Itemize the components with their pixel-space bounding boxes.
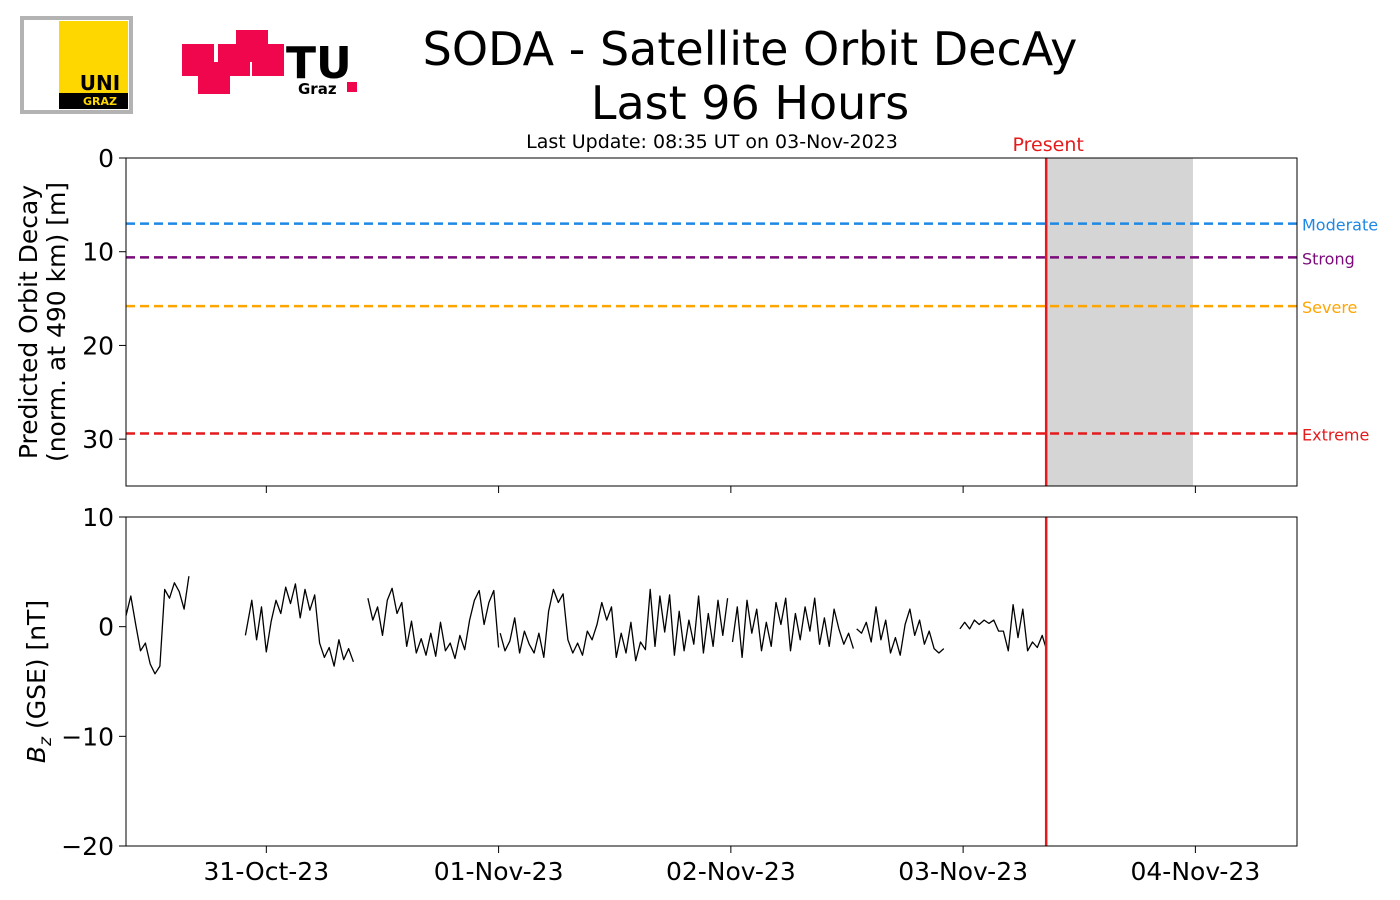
panel1-ylabel-line1: Predicted Orbit Decay [14,185,43,460]
panel2-ylabel: Bz (GSE) [nT] [22,600,56,763]
x-tick-label: 03-Nov-23 [898,857,1028,886]
threshold-label-moderate: Moderate [1302,216,1378,235]
bz-series-segment-2 [244,583,355,667]
ylabel-rest: (GSE) [nT] [22,600,51,737]
bz-series-segment-1 [125,576,190,675]
ylabel-symbol: B [22,746,51,763]
panel2-ytick-label: 0 [98,613,114,642]
uni-graz-logo: UNI GRAZ [20,16,133,114]
tu-logo-subtext: Graz [298,80,337,98]
bz-panel: 10 0 −10 −20 31-Oct-23 01-Nov-23 02-Nov-23 03-N… [22,503,1298,886]
x-tick-label: 01-Nov-23 [434,857,564,886]
threshold-label-extreme: Extreme [1302,426,1369,445]
uni-logo-subtext: GRAZ [83,95,117,108]
chart-subtitle-hours: Last 96 Hours [590,76,910,130]
last-update-text: Last Update: 08:35 UT on 03-Nov-2023 [526,131,898,153]
panel1-ytick-label: 0 [98,144,114,173]
panel2-ytick-label: −10 [61,722,114,751]
bz-series-segment-6 [856,606,945,656]
ylabel-subscript: z [36,736,56,747]
panel1-ytick-label: 10 [82,238,114,267]
panel1-ylabel-line2: (norm. at 490 km) [m] [42,182,71,462]
tu-logo-text: TU [286,38,352,89]
threshold-label-severe: Severe [1302,298,1357,317]
forecast-shade [1046,158,1193,486]
tu-graz-logo: TU Graz [182,30,357,98]
panel2-ytick-label: −20 [61,832,114,861]
panel1-ytick-label: 20 [82,331,114,360]
bz-series-segment-7 [959,604,1047,652]
chart-title: SODA - Satellite Orbit DecAy [422,22,1078,76]
x-tick-label: 02-Nov-23 [666,857,796,886]
orbit-decay-panel: Moderate Strong Severe Extreme Present 0 10 20 3… [14,134,1378,493]
x-tick-label: 31-Oct-23 [204,857,330,886]
x-tick-label: 04-Nov-23 [1130,857,1260,886]
bz-series-segment-4 [499,588,729,662]
bz-series-segment-3 [367,587,500,660]
uni-logo-text: UNI [80,71,120,95]
present-label: Present [1013,134,1084,156]
threshold-label-strong: Strong [1302,249,1355,268]
panel1-frame [125,157,1298,487]
panel2-ytick-label: 10 [82,503,114,532]
panel2-frame [125,516,1298,847]
panel1-ytick-label: 30 [82,425,114,454]
bz-series-segment-5 [731,597,855,659]
